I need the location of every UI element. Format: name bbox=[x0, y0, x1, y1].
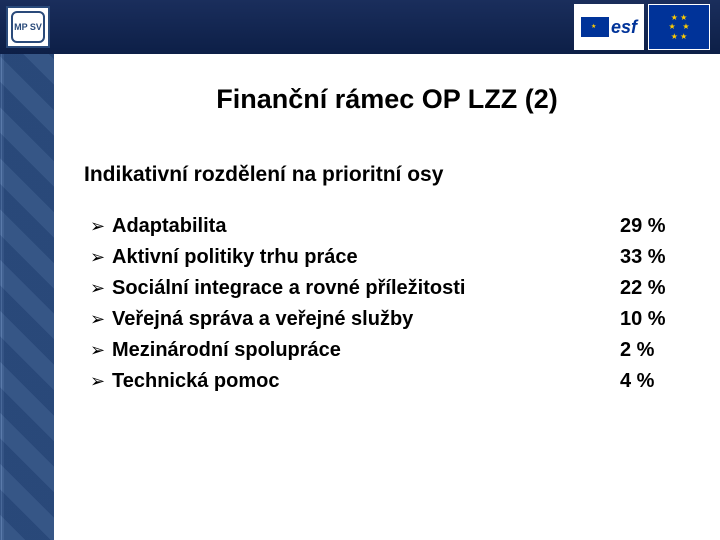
item-label: Aktivní politiky trhu práce bbox=[112, 246, 620, 269]
item-label: Adaptabilita bbox=[112, 215, 620, 238]
bullet-icon: ➢ bbox=[90, 247, 112, 268]
item-value: 29 % bbox=[620, 215, 690, 238]
item-value: 10 % bbox=[620, 308, 690, 331]
list-item: ➢ Technická pomoc 4 % bbox=[90, 370, 690, 393]
list-item: ➢ Veřejná správa a veřejné služby 10 % bbox=[90, 308, 690, 331]
mpsv-logo-text: MP SV bbox=[11, 11, 45, 43]
list-item: ➢ Aktivní politiky trhu práce 33 % bbox=[90, 246, 690, 269]
item-label: Mezinárodní spolupráce bbox=[112, 339, 620, 362]
bullet-icon: ➢ bbox=[90, 371, 112, 392]
list-item: ➢ Adaptabilita 29 % bbox=[90, 215, 690, 238]
item-value: 2 % bbox=[620, 339, 690, 362]
esf-logo: esf bbox=[574, 4, 644, 50]
list-item: ➢ Mezinárodní spolupráce 2 % bbox=[90, 339, 690, 362]
mpsv-logo: MP SV bbox=[6, 6, 50, 48]
bullet-icon: ➢ bbox=[90, 309, 112, 330]
side-decorative-strip bbox=[0, 54, 54, 540]
item-value: 4 % bbox=[620, 370, 690, 393]
item-value: 22 % bbox=[620, 277, 690, 300]
esf-text: esf bbox=[611, 17, 637, 38]
item-value: 33 % bbox=[620, 246, 690, 269]
item-label: Technická pomoc bbox=[112, 370, 620, 393]
bullet-icon: ➢ bbox=[90, 216, 112, 237]
list-item: ➢ Sociální integrace a rovné příležitost… bbox=[90, 277, 690, 300]
slide-content: Finanční rámec OP LZZ (2) Indikativní ro… bbox=[54, 54, 720, 540]
header-bar: MP SV esf ★ ★★ ★★ ★ bbox=[0, 0, 720, 54]
esf-flag-icon bbox=[581, 17, 609, 37]
eu-stars-icon: ★ ★★ ★★ ★ bbox=[668, 13, 689, 42]
page-subtitle: Indikativní rozdělení na prioritní osy bbox=[84, 163, 690, 187]
bullet-icon: ➢ bbox=[90, 340, 112, 361]
item-label: Veřejná správa a veřejné služby bbox=[112, 308, 620, 331]
eu-flag-icon: ★ ★★ ★★ ★ bbox=[648, 4, 710, 50]
right-logo-group: esf ★ ★★ ★★ ★ bbox=[574, 4, 710, 50]
item-label: Sociální integrace a rovné příležitosti bbox=[112, 277, 620, 300]
priority-list: ➢ Adaptabilita 29 % ➢ Aktivní politiky t… bbox=[84, 215, 690, 393]
bullet-icon: ➢ bbox=[90, 278, 112, 299]
page-title: Finanční rámec OP LZZ (2) bbox=[84, 84, 690, 115]
